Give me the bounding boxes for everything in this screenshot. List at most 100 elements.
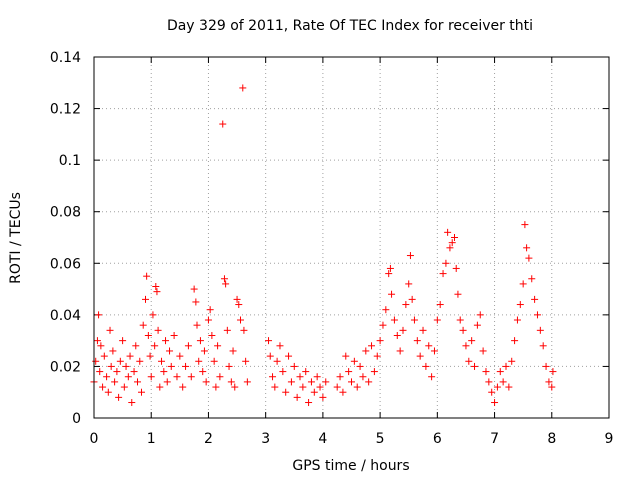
data-point <box>104 388 112 396</box>
data-point <box>212 383 220 391</box>
data-point <box>290 362 298 370</box>
data-point <box>396 347 404 355</box>
data-point <box>266 352 274 360</box>
data-point <box>402 301 410 309</box>
data-point <box>356 362 364 370</box>
x-tick-label: 0 <box>90 431 99 447</box>
data-point <box>533 311 541 319</box>
data-point <box>233 295 241 303</box>
data-point <box>93 337 101 345</box>
data-point <box>130 368 138 376</box>
data-point <box>345 368 353 376</box>
y-tick-label: 0.08 <box>50 205 81 221</box>
data-point <box>388 290 396 298</box>
data-point <box>120 383 128 391</box>
data-point <box>204 316 212 324</box>
data-point <box>405 280 413 288</box>
data-point <box>545 378 553 386</box>
data-point <box>425 342 433 350</box>
data-point <box>359 373 367 381</box>
data-point <box>521 221 529 229</box>
data-point <box>269 373 277 381</box>
data-point <box>137 388 145 396</box>
data-point <box>444 228 452 236</box>
data-point <box>446 244 454 252</box>
data-point <box>485 378 493 386</box>
data-point <box>302 368 310 376</box>
data-point <box>342 352 350 360</box>
data-point <box>187 373 195 381</box>
data-point <box>299 383 307 391</box>
data-point <box>282 388 290 396</box>
data-point <box>313 373 321 381</box>
data-point <box>456 316 464 324</box>
data-point <box>336 373 344 381</box>
data-point <box>122 362 130 370</box>
data-point <box>195 357 203 365</box>
data-point <box>243 378 251 386</box>
data-point <box>382 306 390 314</box>
data-point <box>113 368 121 376</box>
data-point <box>376 337 384 345</box>
data-point <box>216 373 224 381</box>
data-point <box>413 337 421 345</box>
data-point <box>419 326 427 334</box>
data-point <box>476 311 484 319</box>
data-point <box>379 321 387 329</box>
data-point <box>158 357 166 365</box>
data-point <box>479 347 487 355</box>
data-point <box>511 337 519 345</box>
data-point <box>542 362 550 370</box>
data-point <box>119 337 127 345</box>
data-point <box>151 342 159 350</box>
data-point <box>548 383 556 391</box>
data-point <box>193 321 201 329</box>
data-point <box>96 368 104 376</box>
data-point <box>222 280 230 288</box>
data-point <box>316 383 324 391</box>
data-point <box>293 393 301 401</box>
data-point <box>519 280 527 288</box>
data-point <box>273 357 281 365</box>
x-tick-label: 1 <box>147 431 156 447</box>
data-point <box>491 399 499 407</box>
data-point <box>523 244 531 252</box>
data-point <box>370 368 378 376</box>
data-point <box>235 301 243 309</box>
data-point <box>229 347 237 355</box>
x-tick-label: 5 <box>376 431 385 447</box>
x-tick-label: 3 <box>261 431 270 447</box>
data-point <box>167 362 175 370</box>
data-point <box>296 373 304 381</box>
data-point <box>152 282 160 290</box>
data-point <box>103 373 111 381</box>
data-point <box>322 378 330 386</box>
data-point <box>153 288 161 296</box>
data-point <box>350 357 358 365</box>
data-point <box>95 311 103 319</box>
data-point <box>305 399 313 407</box>
data-point <box>99 383 107 391</box>
ticks-layer: 0 1 2 3 4 5 6 7 8 9 0 0.02 0.04 0.06 0.08 0.1 0.12 0.14 <box>50 50 614 447</box>
data-point <box>173 373 181 381</box>
data-point <box>179 383 187 391</box>
y-axis-title: ROTI / TECUs <box>8 192 24 284</box>
data-point <box>416 352 424 360</box>
data-point <box>214 342 222 350</box>
data-point <box>399 326 407 334</box>
data-point <box>107 362 115 370</box>
data-point <box>133 378 141 386</box>
data-point <box>156 383 164 391</box>
data-point <box>393 331 401 339</box>
data-point <box>459 326 467 334</box>
data-point <box>182 362 190 370</box>
data-point <box>436 301 444 309</box>
x-axis-title: GPS time / hours <box>292 458 409 474</box>
data-point <box>319 393 327 401</box>
data-point <box>143 272 151 280</box>
data-point <box>428 373 436 381</box>
data-point <box>225 362 233 370</box>
x-tick-label: 4 <box>318 431 327 447</box>
data-point <box>406 252 414 260</box>
